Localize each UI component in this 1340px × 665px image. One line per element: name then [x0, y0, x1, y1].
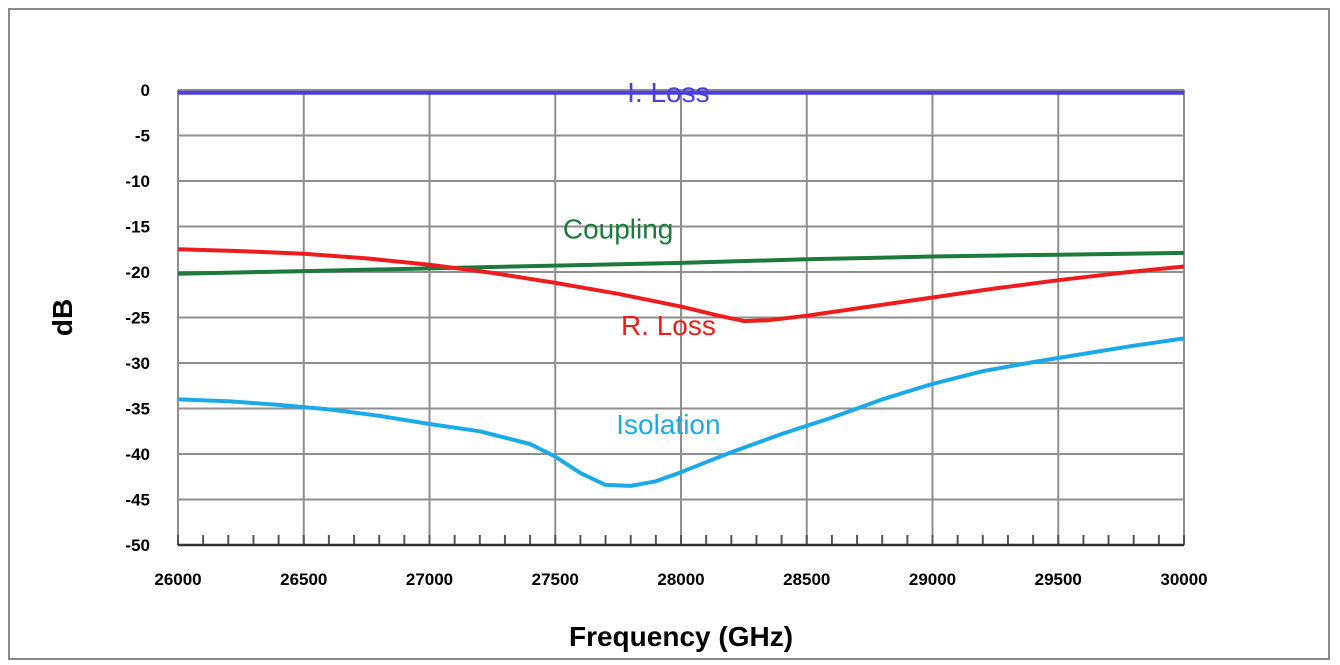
x-axis-title: Frequency (GHz): [569, 621, 793, 652]
y-tick-label: -25: [125, 309, 150, 328]
x-tick-label: 26500: [280, 570, 327, 589]
x-tick-label: 28000: [657, 570, 704, 589]
x-tick-label: 26000: [154, 570, 201, 589]
series-line-isolation: [177, 336, 1185, 488]
y-tick-label: -50: [125, 536, 150, 555]
series-label: Coupling: [563, 213, 674, 244]
series-line-r-loss: [177, 247, 1185, 324]
chart-frame: [8, 8, 1330, 660]
series-label: Isolation: [616, 409, 720, 440]
y-tick-label: -30: [125, 354, 150, 373]
x-tick-label: 27500: [532, 570, 579, 589]
y-tick-label: -45: [125, 491, 150, 510]
series-line-coupling: [177, 250, 1185, 276]
y-tick-label: -40: [125, 445, 150, 464]
series-label: I. Loss: [627, 77, 709, 108]
y-tick-label: -35: [125, 400, 150, 419]
series-label: R. Loss: [621, 310, 716, 341]
x-tick-label: 27000: [406, 570, 453, 589]
y-tick-label: -5: [135, 127, 150, 146]
y-tick-label: -10: [125, 172, 150, 191]
y-axis-title: dB: [47, 299, 78, 336]
y-tick-label: -20: [125, 263, 150, 282]
x-tick-label: 30000: [1160, 570, 1207, 589]
series-layer: [177, 90, 1185, 488]
grid-layer: [177, 89, 1185, 545]
y-tick-label: -15: [125, 218, 150, 237]
label-layer: I. Loss Coupling R. Loss Isolation: [563, 77, 721, 440]
x-tick-label: 28500: [783, 570, 830, 589]
x-tick-label: 29000: [909, 570, 956, 589]
y-tick-label: 0: [141, 81, 150, 100]
minor-tick-layer: [177, 535, 1185, 545]
x-tick-label: 29500: [1035, 570, 1082, 589]
